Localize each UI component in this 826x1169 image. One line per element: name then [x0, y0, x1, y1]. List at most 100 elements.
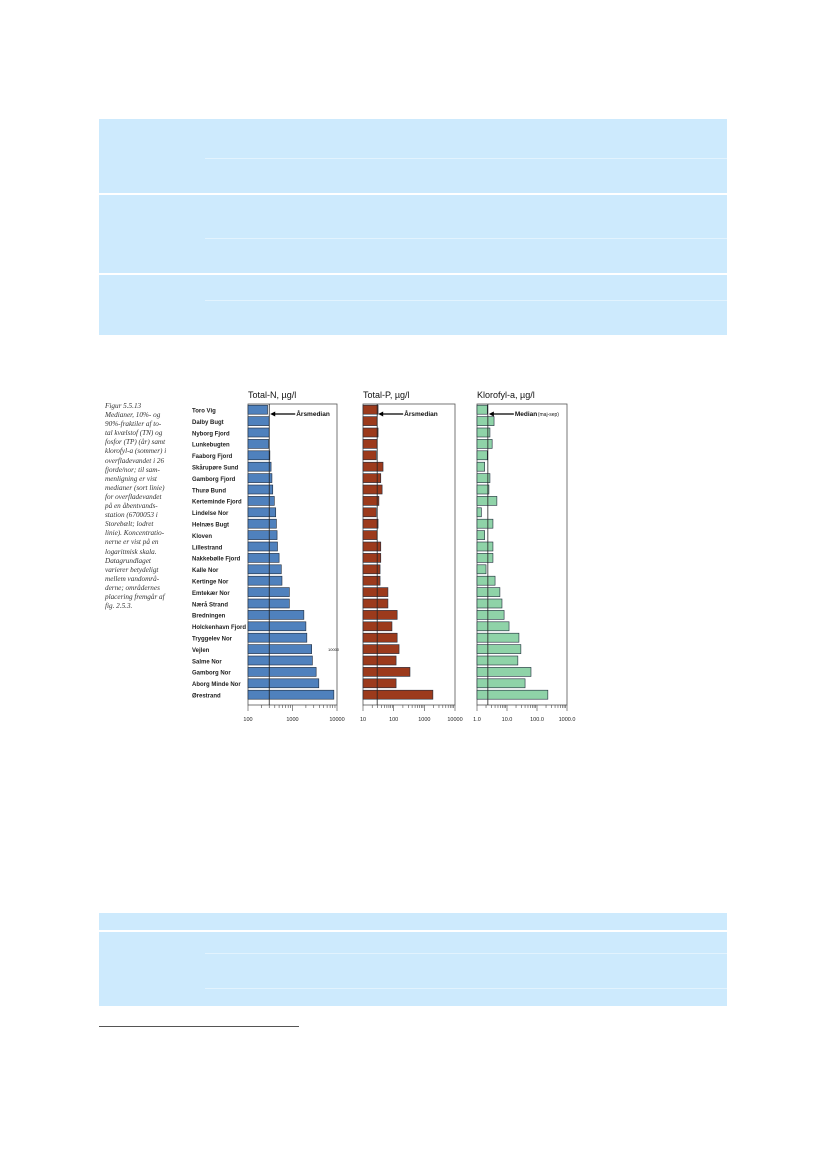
bar	[362, 473, 382, 483]
bar	[362, 644, 400, 654]
bar	[476, 450, 488, 461]
figure-caption: Figur 5.5.13 Medianer, 10%- og 90%-fraktil…	[105, 402, 195, 611]
caption-line: nerne er vist på en	[105, 538, 159, 547]
bar	[476, 575, 496, 586]
bar	[362, 598, 389, 609]
tick-label: 100	[243, 717, 252, 723]
bar	[476, 644, 522, 654]
tick-label: 10000	[447, 717, 462, 723]
shaded-block-5	[99, 932, 727, 1006]
arrow-head-icon	[378, 411, 384, 417]
category-label: Salme Nor	[192, 659, 222, 665]
shaded-block-2	[99, 195, 727, 273]
bar	[362, 416, 378, 426]
caption-line: logaritmisk skala.	[105, 547, 157, 556]
category-label: Gamborg Fjord	[192, 477, 236, 483]
bar	[362, 689, 434, 700]
bar	[247, 427, 270, 438]
bar	[247, 416, 270, 426]
bar	[362, 427, 379, 438]
bar	[247, 678, 320, 689]
bar	[362, 450, 377, 461]
bar	[476, 564, 487, 575]
bar	[476, 689, 549, 700]
category-label: Lillestrand	[192, 545, 223, 551]
bar	[362, 564, 381, 575]
bar	[476, 598, 503, 609]
category-label: Kerteminde Fjord	[192, 500, 242, 506]
bar	[476, 496, 498, 506]
annotation-label: Median	[515, 411, 537, 418]
bar	[476, 610, 505, 620]
category-label: Nakkebølle Fjord	[192, 557, 241, 563]
tick-label: 1000.0	[559, 717, 576, 723]
caption-line: fig. 2.5.3.	[105, 602, 133, 611]
category-label: Kalle Nor	[192, 568, 219, 574]
bar	[476, 473, 491, 483]
bar	[247, 541, 278, 552]
bar	[362, 484, 383, 495]
bar	[247, 461, 272, 472]
bar	[362, 678, 397, 689]
caption-line: tal kvælstof (TN) og	[105, 429, 163, 438]
category-label: Emtekær Nor	[192, 591, 230, 597]
category-label: Gamborg Nor	[192, 671, 231, 677]
bar	[247, 507, 277, 518]
caption-line: fosfor (TP) (år) samt	[105, 438, 166, 447]
panel-title: Total-N, µg/l	[248, 390, 296, 400]
bar	[247, 644, 312, 654]
caption-line: Storebælt; lodret	[105, 520, 154, 529]
bar	[476, 541, 494, 552]
caption-line: mellem vandområ-	[105, 574, 160, 583]
bar	[362, 496, 380, 506]
bar	[476, 484, 490, 495]
tick-label: 10.0	[502, 717, 513, 723]
caption-line: placering fremgår af	[105, 592, 165, 601]
bar	[476, 439, 493, 449]
divider	[205, 238, 727, 239]
category-label: Holckenhavn Fjord	[192, 625, 246, 631]
divider	[205, 158, 727, 159]
bar	[476, 655, 519, 666]
caption-line: på en åbentvands-	[105, 502, 158, 511]
caption-line: menligning er vist	[105, 474, 157, 483]
caption-line: derne; områdernes	[105, 583, 160, 592]
bar	[247, 575, 283, 586]
category-label: Lindelse Nor	[192, 511, 229, 517]
category-label: Ørestrand	[192, 694, 221, 700]
bar	[362, 553, 382, 563]
annotation-label: Årsmedian	[296, 409, 330, 418]
bar	[247, 610, 305, 620]
bar	[362, 507, 377, 518]
caption-line: fjorde/nor; til sam-	[105, 465, 160, 474]
caption-line: Medianer, 10%- og	[105, 411, 161, 420]
bar	[362, 461, 384, 472]
tick-label: 100.0	[530, 717, 544, 723]
bar	[247, 632, 308, 643]
bar	[247, 587, 290, 597]
category-label: Nyborg Fjord	[192, 431, 230, 437]
category-label: Thurø Bund	[192, 488, 226, 494]
bar	[476, 621, 510, 632]
tick-label: 10000	[329, 717, 344, 723]
panel-title: Total-P, µg/l	[363, 390, 410, 400]
caption-line: klorofyl-a (sommer) i	[105, 447, 167, 456]
bar	[476, 553, 494, 563]
bar	[247, 655, 313, 666]
bar	[476, 678, 526, 689]
bar	[247, 598, 290, 609]
bar	[362, 439, 378, 449]
caption-line: 90%-fraktiler af to-	[105, 420, 162, 429]
bar	[247, 439, 269, 449]
bar	[362, 575, 381, 586]
bar	[362, 632, 398, 643]
bar	[247, 689, 335, 700]
bar	[476, 518, 494, 529]
caption-line: medianer (sort linie)	[105, 483, 165, 492]
category-label: Helnæs Bugt	[192, 523, 229, 529]
caption-line: station (6700053 i	[105, 511, 158, 520]
bar	[362, 530, 378, 540]
category-label: Faaborg Fjord	[192, 454, 233, 460]
tick-label: 10	[360, 717, 366, 723]
